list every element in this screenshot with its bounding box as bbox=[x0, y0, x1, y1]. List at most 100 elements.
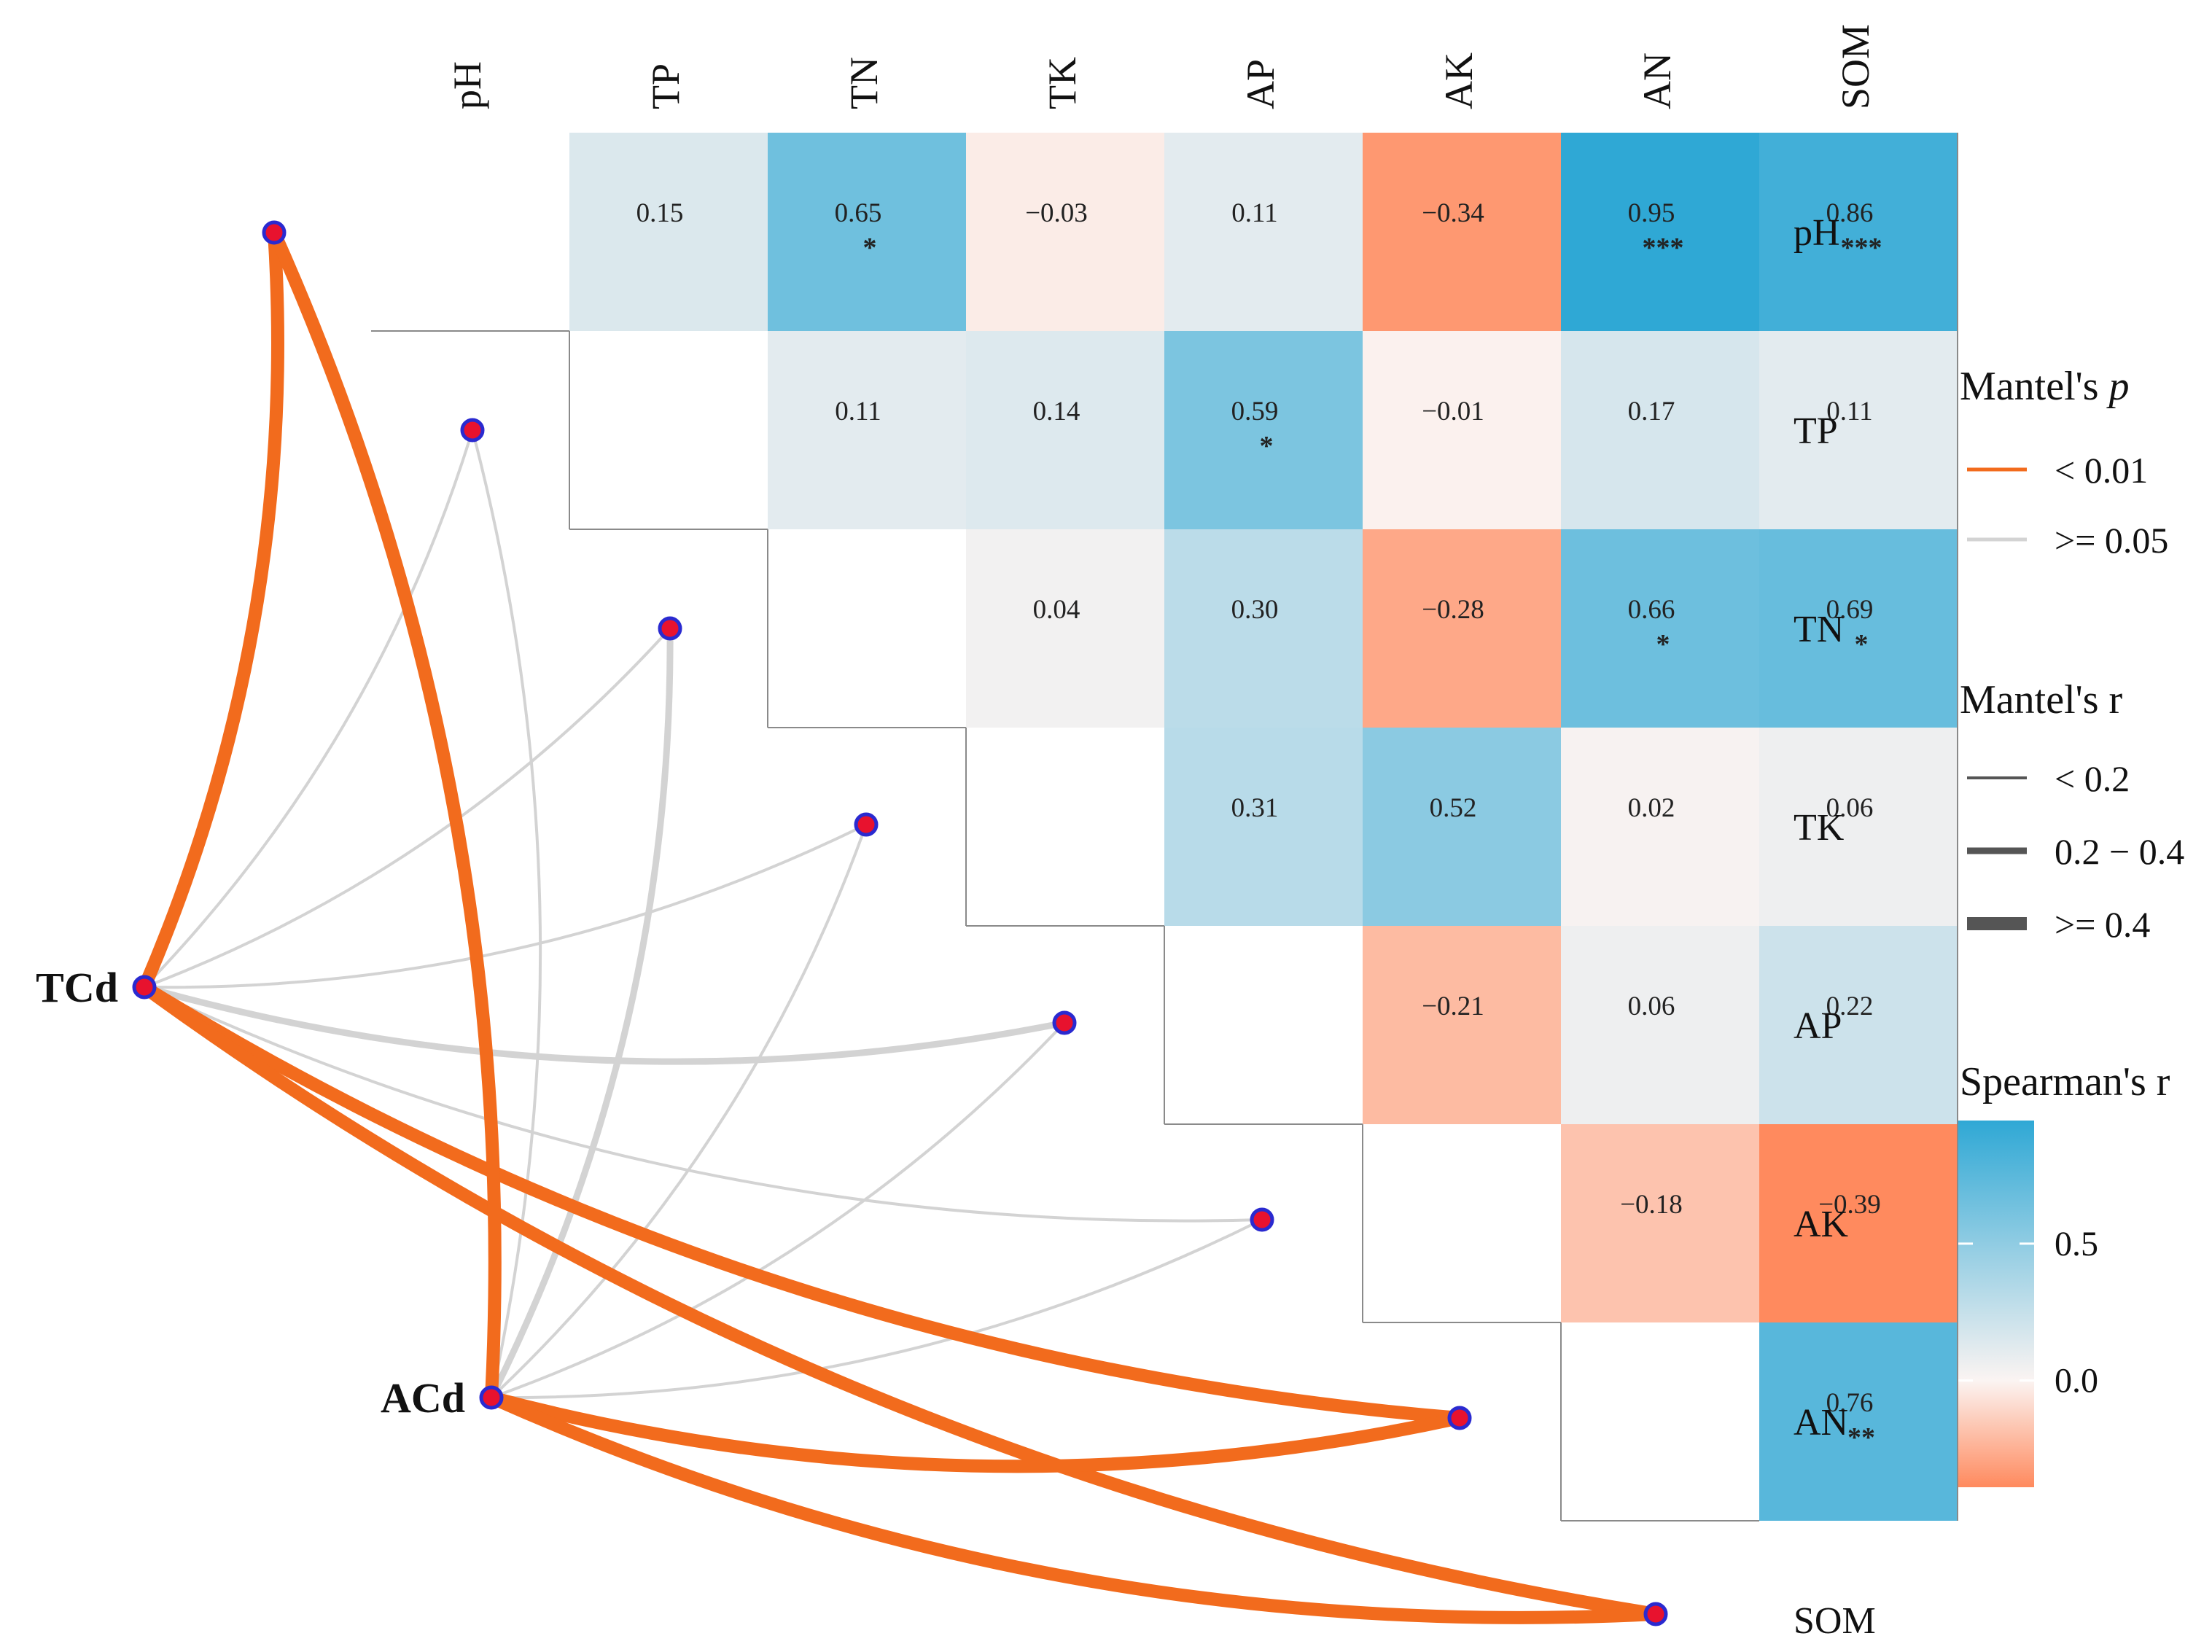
link-acd-tk bbox=[490, 823, 868, 1399]
row-label-an: AN bbox=[1794, 1402, 1848, 1443]
cell-rect bbox=[1759, 1124, 1958, 1322]
cell-value: 0.02 bbox=[1628, 793, 1675, 823]
cell-rect bbox=[966, 529, 1164, 728]
node-ak bbox=[1250, 1207, 1274, 1232]
cell-significance: * bbox=[1855, 629, 1869, 660]
row-label-ak: AK bbox=[1794, 1204, 1849, 1245]
link-tcd-tn bbox=[143, 627, 671, 989]
cell-ap-ak: −0.21 bbox=[1363, 926, 1561, 1124]
cell-ph-som: 0.86 *** bbox=[1759, 133, 1958, 331]
heatmap-cells: 0.15 0.65*−0.03 0.11 −0.34 0.95***0.86***0.1… bbox=[371, 133, 1958, 1522]
node-som bbox=[1643, 1602, 1668, 1626]
legend-mantel-r-label: 0.2 − 0.4 bbox=[2055, 831, 2184, 872]
cell-ph-tk: −0.03 bbox=[966, 133, 1164, 331]
cell-value: −0.03 bbox=[1025, 198, 1088, 228]
cell-value: −0.34 bbox=[1422, 198, 1484, 228]
link-tcd-ph bbox=[138, 226, 284, 994]
cell-rect bbox=[966, 331, 1164, 529]
cell-value: 0.30 bbox=[1231, 595, 1279, 625]
node-an bbox=[1447, 1406, 1472, 1430]
cell-rect bbox=[1363, 133, 1561, 331]
cell-value: 0.69 bbox=[1826, 595, 1874, 625]
column-label-ph: pH bbox=[445, 61, 489, 109]
cell-ap-som: 0.22 bbox=[1759, 926, 1958, 1124]
cell-rect bbox=[1561, 728, 1759, 926]
cell-rect bbox=[1759, 1322, 1958, 1521]
cell-tn-ak: −0.28 bbox=[1363, 529, 1561, 728]
link-tcd-an bbox=[138, 981, 1466, 1425]
cell-rect bbox=[1561, 331, 1759, 529]
cell-ph-ak: −0.34 bbox=[1363, 133, 1561, 331]
cell-rect bbox=[1363, 529, 1561, 728]
node-tn bbox=[658, 616, 682, 641]
source-label-tcd: TCd bbox=[36, 964, 118, 1011]
column-label-ap: AP bbox=[1239, 59, 1282, 109]
cell-significance: * bbox=[863, 233, 877, 263]
cell-value: 0.59 bbox=[1231, 397, 1279, 426]
cell-value: −0.18 bbox=[1620, 1190, 1683, 1220]
cell-value: 0.65 bbox=[835, 198, 882, 228]
link-acd-an bbox=[485, 1391, 1466, 1473]
cell-significance: *** bbox=[1643, 233, 1684, 263]
legend-mantel-r-title: Mantel's r bbox=[1960, 677, 2123, 722]
cell-value: 0.76 bbox=[1826, 1388, 1874, 1418]
legend-mantel-p-title-prefix: Mantel's bbox=[1960, 364, 2109, 409]
cell-value: 0.11 bbox=[1826, 397, 1872, 426]
cell-value: 0.22 bbox=[1826, 991, 1874, 1021]
column-label-tk: TK bbox=[1040, 57, 1084, 109]
cell-rect bbox=[569, 133, 768, 331]
node-ph bbox=[262, 220, 287, 245]
cell-value: −0.39 bbox=[1818, 1190, 1881, 1220]
node-ap bbox=[1052, 1010, 1077, 1035]
cell-rect bbox=[1561, 133, 1759, 331]
cell-tp-tk: 0.14 bbox=[966, 331, 1164, 529]
cell-tn-an: 0.66 * bbox=[1561, 529, 1759, 728]
cell-rect bbox=[1164, 728, 1363, 926]
link-acd-ap bbox=[490, 1021, 1066, 1399]
cell-ph-tn: 0.65 * bbox=[768, 133, 966, 331]
cell-ph-tp: 0.15 bbox=[569, 133, 768, 331]
cell-value: 0.31 bbox=[1231, 793, 1279, 823]
link-acd-som bbox=[485, 1391, 1662, 1624]
link-tcd-tp bbox=[143, 429, 474, 989]
cell-tp-som: 0.11 bbox=[1759, 331, 1958, 529]
cell-tp-tn: 0.11 bbox=[768, 331, 966, 529]
cell-tk-an: 0.02 bbox=[1561, 728, 1759, 926]
cell-value: 0.14 bbox=[1033, 397, 1080, 426]
cell-value: 0.86 bbox=[1826, 198, 1874, 228]
column-label-som: SOM bbox=[1834, 24, 1877, 109]
cell-rect bbox=[1759, 728, 1958, 926]
legend-spearman-title: Spearman's r bbox=[1960, 1059, 2170, 1104]
cell-value: 0.15 bbox=[636, 198, 684, 228]
row-labels: pH TP TN TK AP AK AN SOM bbox=[1794, 212, 1876, 1642]
cell-value: 0.06 bbox=[1628, 991, 1675, 1021]
cell-an-som: 0.76 ** bbox=[1759, 1322, 1958, 1521]
cell-tn-tk: 0.04 bbox=[966, 529, 1164, 728]
cell-significance: * bbox=[1656, 629, 1670, 660]
cell-rect bbox=[1561, 926, 1759, 1124]
column-label-an: AN bbox=[1635, 52, 1679, 109]
cell-rect bbox=[1561, 1124, 1759, 1322]
link-tcd-ap bbox=[141, 983, 1068, 1065]
cell-value: −0.01 bbox=[1422, 397, 1484, 426]
link-acd-tn bbox=[488, 625, 674, 1401]
link-tcd-tk bbox=[143, 823, 868, 989]
link-acd-ph bbox=[268, 226, 502, 1404]
node-tp bbox=[460, 418, 485, 443]
cell-tk-ak: 0.52 bbox=[1363, 728, 1561, 926]
cell-value: −0.21 bbox=[1422, 991, 1484, 1021]
cell-tn-ap: 0.30 bbox=[1164, 529, 1363, 728]
cell-value: 0.17 bbox=[1628, 397, 1675, 426]
legend-mantel-p-title-italic: p bbox=[2106, 364, 2130, 409]
cell-value: 0.06 bbox=[1826, 793, 1874, 823]
cell-value: 0.11 bbox=[835, 397, 881, 426]
cell-value: −0.28 bbox=[1422, 595, 1484, 625]
cell-rect bbox=[1363, 926, 1561, 1124]
cell-rect bbox=[1363, 331, 1561, 529]
link-tcd-som bbox=[138, 981, 1662, 1621]
cell-rect bbox=[1759, 331, 1958, 529]
cell-rect bbox=[768, 133, 966, 331]
legend-mantel-p-label: < 0.01 bbox=[2055, 450, 2148, 491]
cell-tk-ap: 0.31 bbox=[1164, 728, 1363, 926]
